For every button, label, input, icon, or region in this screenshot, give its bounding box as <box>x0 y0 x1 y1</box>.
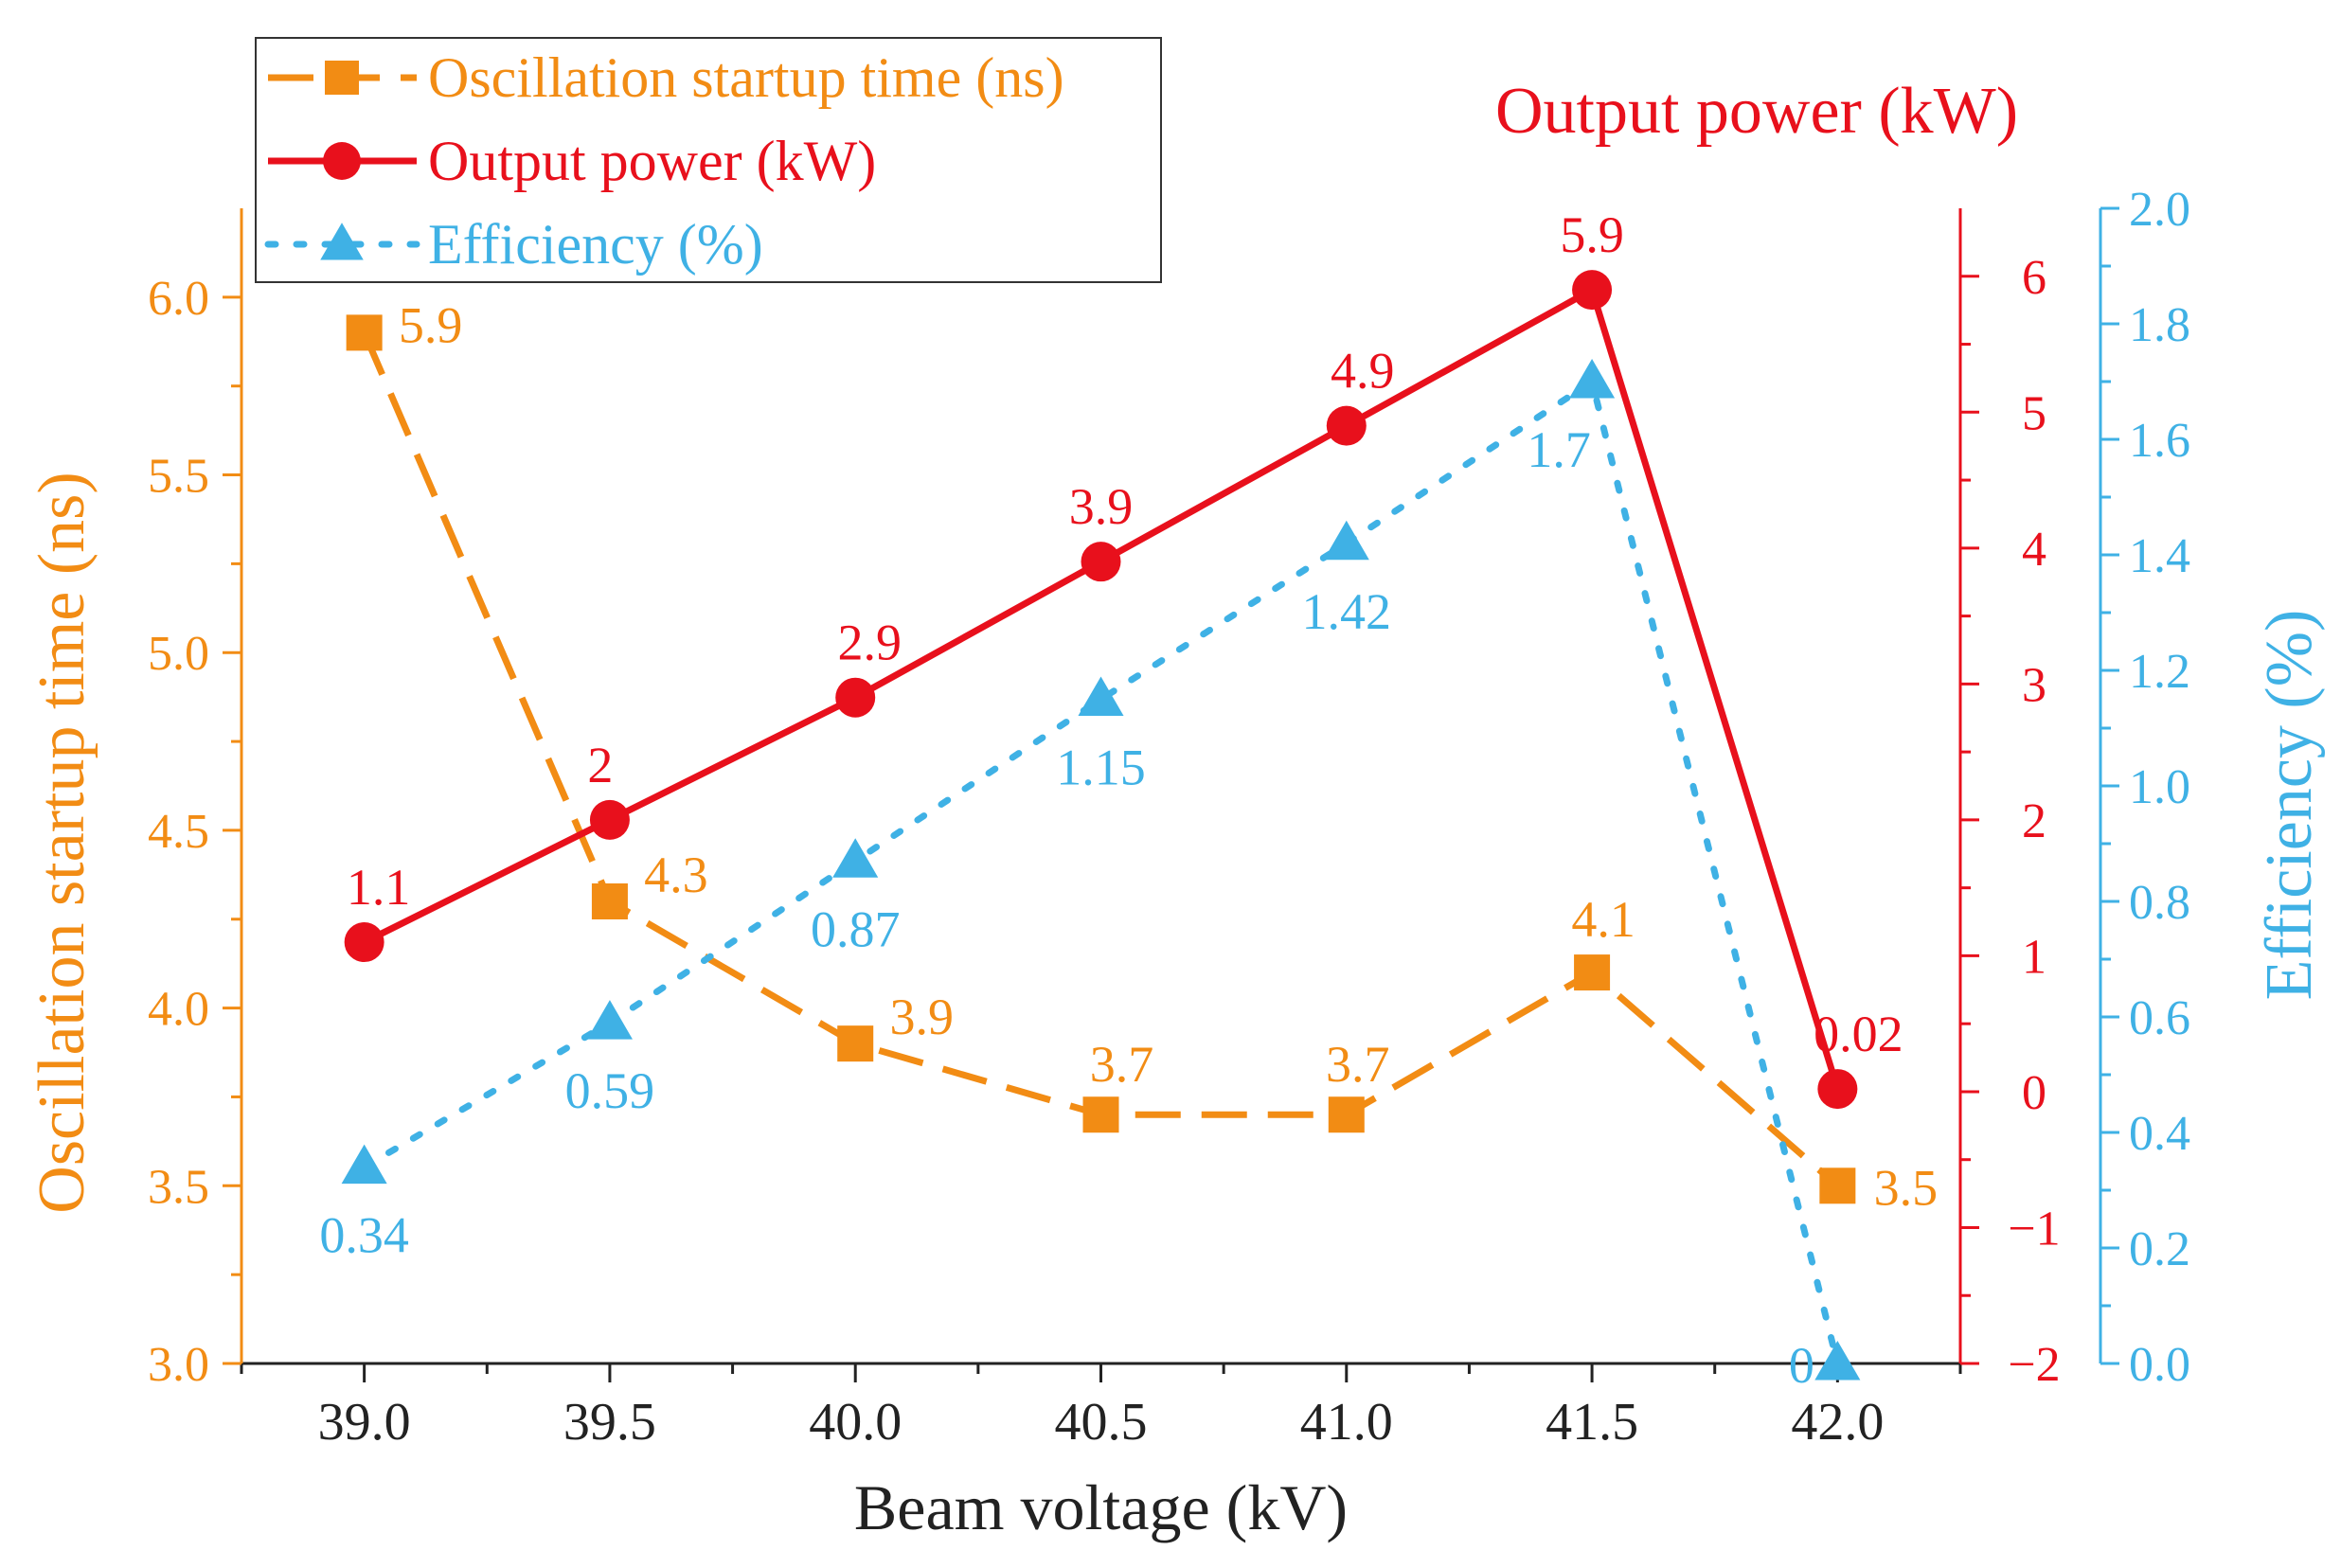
x-tick-label: 40.5 <box>1055 1393 1148 1452</box>
data-label: 0 <box>1789 1337 1814 1394</box>
efficiency-tick-label: 1.6 <box>2129 414 2190 468</box>
data-point <box>341 1144 387 1185</box>
x-axis-title: Beam voltage (kV) <box>854 1471 1348 1543</box>
data-label: 3.9 <box>889 989 954 1045</box>
data-point <box>346 314 383 351</box>
left-axis-title: Oscillation startup time (ns) <box>26 472 98 1213</box>
data-label: 4.9 <box>1331 343 1395 400</box>
legend-marker <box>325 61 359 95</box>
efficiency-tick-label: 0.4 <box>2129 1107 2190 1161</box>
legend-entry: Output power (kW) <box>428 130 876 192</box>
data-point <box>837 1025 874 1062</box>
data-point <box>1574 954 1611 991</box>
data-label: 1.7 <box>1527 421 1591 478</box>
x-tick-label: 42.0 <box>1791 1393 1884 1452</box>
efficiency-tick-label: 1.4 <box>2129 529 2190 583</box>
power-tick-label: −2 <box>2008 1338 2060 1392</box>
power-tick-label: 3 <box>2022 658 2046 712</box>
data-point <box>1326 405 1367 446</box>
data-point <box>1082 1096 1119 1133</box>
left-tick-label: 5.5 <box>148 450 209 504</box>
data-label: 4.1 <box>1571 891 1635 948</box>
x-tick-label: 39.0 <box>318 1393 411 1452</box>
data-labels-layer: 5.9 4.3 3.9 3.7 3.7 4.1 3.5 1.1 2 2.9 3.9 4.9 5.9 0.0… <box>319 206 1938 1394</box>
legend-entry: Oscillation startup time (ns) <box>428 46 1064 109</box>
efficiency-tick-label: 0.2 <box>2129 1222 2190 1276</box>
data-point <box>832 838 879 878</box>
power-tick-label: 2 <box>2022 794 2046 848</box>
data-point <box>1078 676 1124 716</box>
data-label: 5.9 <box>1560 206 1624 263</box>
data-point <box>1814 1340 1861 1381</box>
data-label: 0.59 <box>565 1062 655 1119</box>
legend: Oscillation startup time (ns) Output powe… <box>255 37 1162 283</box>
data-label: 2.9 <box>837 615 902 671</box>
data-point <box>835 677 876 718</box>
power-tick-label: −1 <box>2008 1202 2060 1256</box>
efficiency-tick-label: 0.6 <box>2129 991 2190 1045</box>
efficiency-tick-label: 2.0 <box>2129 183 2190 237</box>
x-tick-label: 39.5 <box>563 1393 656 1452</box>
data-point <box>1328 1096 1365 1133</box>
legend-marker <box>320 223 364 260</box>
efficiency-tick-label: 0.8 <box>2129 876 2190 930</box>
data-label: 1.15 <box>1056 739 1146 796</box>
efficiency-axis-title: Efficiency (%) <box>2253 610 2326 1001</box>
power-axis-title: Output power (kW) <box>1495 75 2018 148</box>
data-label: 3.9 <box>1069 478 1134 535</box>
efficiency-tick-label: 1.2 <box>2129 645 2190 699</box>
data-label: 5.9 <box>399 296 463 353</box>
efficiency-tick-label: 0.0 <box>2129 1338 2190 1392</box>
data-point <box>1572 270 1613 311</box>
left-tick-label: 3.0 <box>148 1338 209 1392</box>
data-point <box>591 883 628 919</box>
data-point <box>1819 1167 1856 1204</box>
power-tick-label: 1 <box>2022 930 2046 984</box>
power-tick-label: 0 <box>2022 1066 2046 1120</box>
power-tick-label: 5 <box>2022 386 2046 440</box>
data-label: 0.34 <box>319 1207 409 1264</box>
data-label: 3.5 <box>1874 1159 1939 1216</box>
data-label: 4.3 <box>644 846 708 903</box>
series-square-group <box>346 314 1856 1204</box>
series-layer <box>341 270 1861 1381</box>
x-tick-label: 41.5 <box>1546 1393 1638 1452</box>
efficiency-tick-label: 1.8 <box>2129 298 2190 352</box>
left-tick-label: 5.0 <box>148 627 209 681</box>
legend-marker <box>323 142 361 180</box>
power-tick-label: 4 <box>2022 523 2046 577</box>
power-tick-label: 6 <box>2022 251 2046 305</box>
x-tick-label: 40.0 <box>809 1393 902 1452</box>
left-tick-label: 4.0 <box>148 983 209 1037</box>
data-point <box>1817 1069 1858 1110</box>
x-tick-label: 41.0 <box>1300 1393 1393 1452</box>
data-point <box>1081 542 1121 582</box>
data-label: 3.7 <box>1090 1036 1154 1093</box>
data-point <box>586 1000 633 1040</box>
left-tick-label: 3.5 <box>148 1160 209 1214</box>
series-triangle-group <box>341 358 1861 1381</box>
data-label: 1.1 <box>347 859 411 916</box>
data-point <box>589 799 630 840</box>
left-tick-label: 6.0 <box>148 272 209 326</box>
left-tick-label: 4.5 <box>148 805 209 859</box>
data-label: 2 <box>587 737 613 793</box>
legend-entry: Efficiency (%) <box>428 213 763 276</box>
data-label: 0.02 <box>1814 1006 1903 1062</box>
data-point <box>1569 358 1616 399</box>
data-label: 1.42 <box>1302 583 1392 640</box>
data-label: 3.7 <box>1326 1036 1390 1093</box>
series-circle-group <box>344 270 1858 1110</box>
data-point <box>1323 520 1369 561</box>
efficiency-tick-label: 1.0 <box>2129 760 2190 814</box>
data-point <box>344 922 384 963</box>
data-label: 0.87 <box>811 900 901 957</box>
